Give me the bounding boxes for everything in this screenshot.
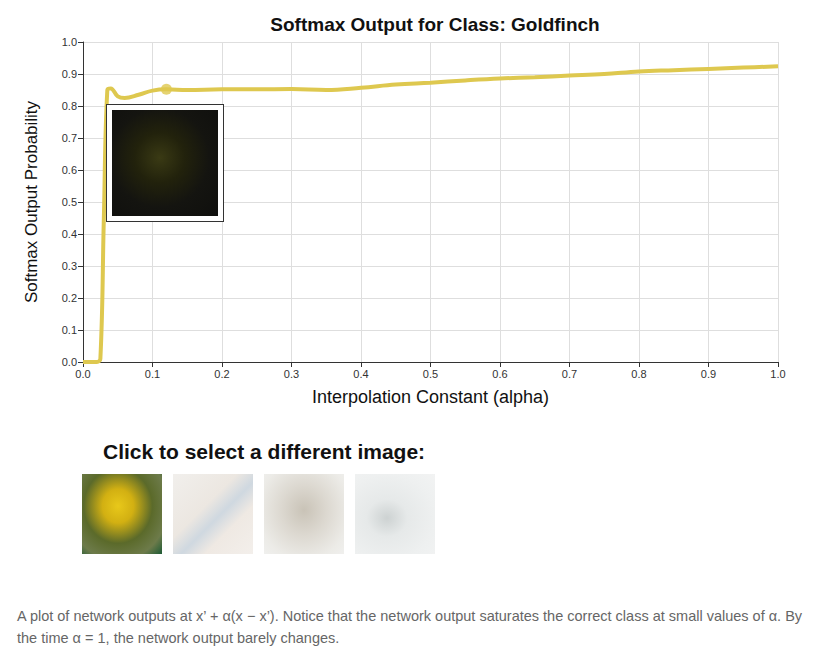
svg-text:0.8: 0.8 [62,100,77,112]
svg-text:0.9: 0.9 [701,368,716,380]
svg-text:0.6: 0.6 [492,368,507,380]
html-text:A plot of network outputs at x: A plot of network outputs at x’ + α(x − … [17,608,803,646]
svg-text:Interpolation Constant (alpha): Interpolation Constant (alpha) [312,387,549,407]
svg-text:0.3: 0.3 [62,260,77,272]
svg-text:0.4: 0.4 [353,368,368,380]
svg-text:0.1: 0.1 [62,324,77,336]
svg-text:Softmax Output Probability: Softmax Output Probability [22,100,41,303]
svg-text:0.0: 0.0 [75,368,90,380]
svg-text:Softmax Output for Class: Gold: Softmax Output for Class: Goldfinch [270,14,599,35]
svg-text:0.8: 0.8 [631,368,646,380]
svg-text:0.3: 0.3 [284,368,299,380]
svg-text:0.5: 0.5 [62,196,77,208]
svg-text:1.0: 1.0 [62,36,77,48]
svg-text:0.1: 0.1 [145,368,160,380]
svg-text:0.6: 0.6 [62,164,77,176]
svg-text:0.7: 0.7 [562,368,577,380]
html-text:Click to select a different im: Click to select a different image: [103,440,426,463]
svg-text:0.2: 0.2 [62,292,77,304]
svg-text:0.7: 0.7 [62,132,77,144]
svg-text:0.9: 0.9 [62,68,77,80]
svg-text:0.5: 0.5 [423,368,438,380]
svg-text:1.0: 1.0 [770,368,785,380]
svg-text:0.4: 0.4 [62,228,77,240]
svg-text:0.0: 0.0 [62,356,77,368]
svg-text:0.2: 0.2 [214,368,229,380]
